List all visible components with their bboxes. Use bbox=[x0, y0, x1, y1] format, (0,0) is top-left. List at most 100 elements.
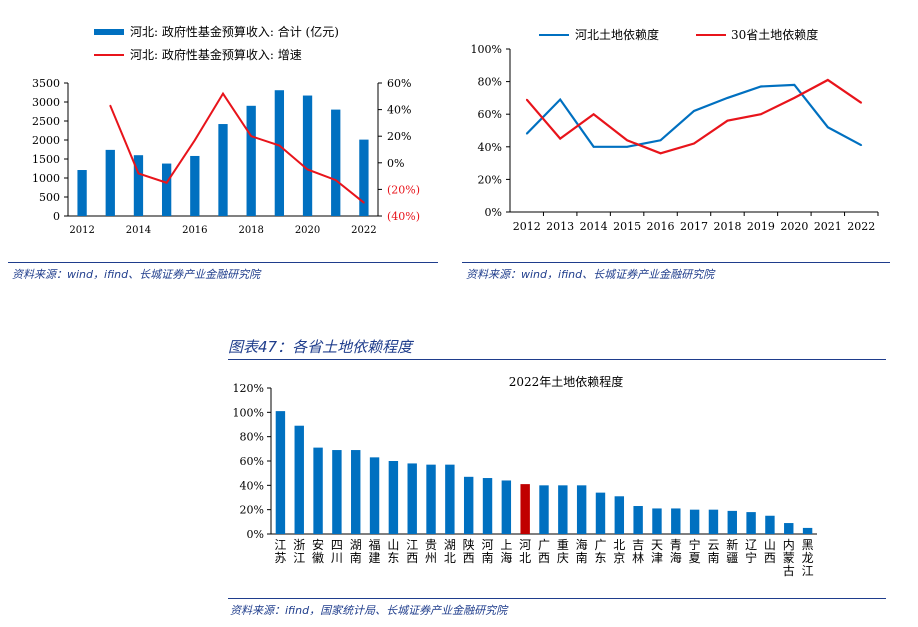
x-tick-label: 2020 bbox=[295, 225, 320, 236]
y-tick-label: 60% bbox=[240, 455, 264, 468]
category-label-14: 广 bbox=[538, 538, 550, 552]
series-0-point-2020 bbox=[793, 84, 796, 86]
growth-point-2019 bbox=[278, 144, 281, 147]
revenue-bar-2012 bbox=[77, 170, 87, 216]
category-label-6: 山 bbox=[387, 538, 399, 552]
y-tick-label: 20% bbox=[478, 173, 502, 186]
y-left-tick-label: 1500 bbox=[32, 153, 60, 166]
growth-point-2022 bbox=[363, 201, 365, 204]
legend-bar-label: 河北: 政府性基金预算收入: 合计 (亿元) bbox=[130, 24, 339, 39]
category-label-6: 东 bbox=[387, 551, 399, 565]
category-label-16: 海 bbox=[576, 537, 588, 552]
province-bar-11 bbox=[482, 478, 493, 534]
category-label-0: 江 bbox=[274, 538, 286, 552]
category-label-7: 江 bbox=[406, 538, 418, 552]
province-bar-19 bbox=[633, 506, 643, 534]
series-1-point-2012 bbox=[525, 98, 528, 101]
category-label-0: 苏 bbox=[274, 551, 286, 565]
category-label-20: 津 bbox=[651, 551, 663, 565]
category-label-12: 上 bbox=[500, 538, 512, 552]
category-label-13: 河 bbox=[519, 538, 531, 552]
y-right-tick-label: 60% bbox=[387, 77, 411, 90]
province-bar-7 bbox=[407, 463, 417, 534]
divider-right bbox=[462, 262, 890, 263]
dependency-line-chart: 河北土地依赖度 30省土地依赖度 0% 20% 40% 60% 80% 100% 2012 201… bbox=[471, 27, 879, 233]
source-note-1: 资料来源：wind，ifind、长城证券产业金融研究院 bbox=[12, 268, 261, 281]
y-tick-label: 60% bbox=[478, 108, 502, 121]
category-label-3: 川 bbox=[331, 551, 343, 565]
category-label-25: 宁 bbox=[745, 550, 757, 565]
province-bar-1 bbox=[294, 425, 304, 534]
series-1-point-2018 bbox=[726, 119, 729, 122]
province-bar-3 bbox=[332, 450, 342, 534]
province-bar-12 bbox=[501, 480, 512, 534]
category-label-25: 辽 bbox=[745, 538, 757, 552]
growth-point-2015 bbox=[165, 181, 168, 184]
category-label-15: 重 bbox=[557, 538, 569, 552]
series-1-point-2016 bbox=[659, 152, 662, 155]
source-note-3: 资料来源：ifind，国家统计局、长城证券产业金融研究院 bbox=[230, 604, 508, 617]
province-bar-23 bbox=[708, 509, 719, 534]
x-tick-label: 2022 bbox=[847, 220, 875, 233]
y-tick-label: 40% bbox=[240, 479, 264, 492]
series-0-point-2021 bbox=[827, 126, 829, 129]
y-left-tick-label: 0 bbox=[53, 210, 60, 223]
legend-30prov-label: 30省土地依赖度 bbox=[731, 27, 818, 42]
category-label-27: 内 bbox=[783, 538, 795, 552]
x-tick-label: 2019 bbox=[747, 220, 775, 233]
category-label-19: 吉 bbox=[632, 538, 644, 552]
category-label-27: 蒙 bbox=[783, 551, 795, 565]
category-label-1: 浙 bbox=[293, 538, 305, 552]
province-bar-9 bbox=[445, 464, 455, 534]
category-label-17: 东 bbox=[594, 551, 606, 565]
category-label-5: 福 bbox=[369, 537, 381, 552]
figure-title: 图表47：各省土地依赖程度 bbox=[228, 338, 413, 356]
category-label-12: 海 bbox=[500, 550, 512, 565]
revenue-bar-2017 bbox=[218, 124, 228, 216]
province-bar-2 bbox=[313, 447, 323, 534]
legend-bar-swatch bbox=[94, 29, 124, 35]
series-1-point-2013 bbox=[559, 137, 561, 140]
chart-title: 2022年土地依赖程度 bbox=[509, 374, 624, 389]
category-label-18: 京 bbox=[613, 551, 625, 565]
y-tick-label: 40% bbox=[478, 141, 502, 154]
x-tick-label: 2015 bbox=[613, 220, 641, 233]
y-left-tick-label: 2500 bbox=[32, 115, 60, 128]
figure-title-rule bbox=[228, 359, 886, 360]
growth-point-2017 bbox=[222, 92, 224, 95]
y-right-tick-label: (20%) bbox=[387, 183, 420, 196]
revenue-chart: 河北: 政府性基金预算收入: 合计 (亿元) 河北: 政府性基金预算收入: 增速 0… bbox=[32, 24, 420, 236]
category-label-7: 西 bbox=[406, 551, 418, 565]
category-label-4: 湖 bbox=[350, 537, 362, 552]
y-right-tick-label: 40% bbox=[387, 104, 411, 117]
province-bar-20 bbox=[652, 508, 662, 534]
x-tick-label: 2014 bbox=[126, 225, 151, 236]
category-label-27: 古 bbox=[783, 563, 795, 578]
series-0-point-2022 bbox=[860, 144, 863, 146]
category-label-28: 龙 bbox=[802, 551, 814, 565]
series-0-point-2016 bbox=[659, 139, 662, 142]
divider-bottom bbox=[228, 598, 886, 599]
category-label-16: 南 bbox=[576, 550, 588, 565]
y-right-tick-label: 20% bbox=[387, 130, 411, 143]
category-label-9: 北 bbox=[444, 551, 456, 565]
growth-point-2020 bbox=[306, 168, 309, 171]
category-label-17: 广 bbox=[594, 538, 606, 552]
series-1-point-2014 bbox=[592, 113, 595, 115]
category-label-14: 西 bbox=[538, 551, 550, 565]
category-label-10: 陕 bbox=[463, 537, 475, 552]
category-label-18: 北 bbox=[613, 538, 625, 552]
y-tick-label: 100% bbox=[233, 406, 264, 419]
province-bar-0 bbox=[275, 411, 286, 534]
growth-point-2016 bbox=[194, 139, 196, 141]
province-bar-28 bbox=[802, 527, 813, 534]
category-label-5: 建 bbox=[369, 551, 381, 565]
series-1-point-2019 bbox=[760, 113, 762, 115]
y-left-tick-label: 3000 bbox=[32, 96, 60, 109]
source-note-2: 资料来源：wind，ifind、长城证券产业金融研究院 bbox=[466, 268, 715, 281]
y-right-tick-label: (40%) bbox=[387, 210, 420, 223]
x-tick-label: 2013 bbox=[546, 220, 574, 233]
growth-point-2013 bbox=[109, 104, 112, 107]
category-label-13: 北 bbox=[519, 551, 531, 565]
